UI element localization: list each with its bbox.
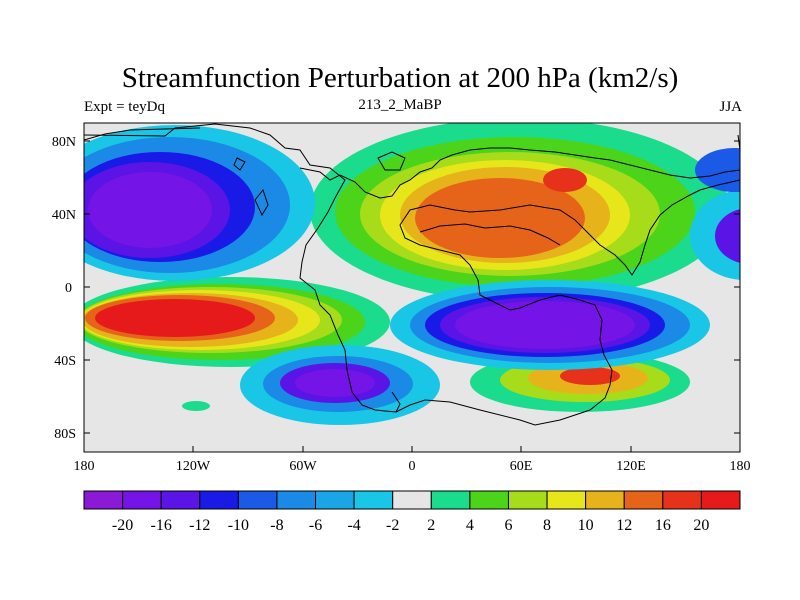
season-label: JJA	[719, 99, 742, 115]
colorbar-label: -4	[347, 517, 360, 534]
negative-anomaly-east	[690, 148, 740, 280]
lon-label-60w: 60W	[289, 459, 317, 474]
colorbar-label: -20	[112, 517, 133, 534]
colorbar-label: 16	[655, 517, 671, 534]
lat-axis	[84, 140, 740, 434]
lon-label-60e: 60E	[510, 459, 533, 474]
map-title: Streamfunction Perturbation at 200 hPa (…	[121, 62, 679, 94]
colorbar-swatch	[315, 490, 355, 510]
colorbar-swatch	[353, 490, 394, 510]
lon-label-120e: 120E	[616, 459, 646, 474]
colorbar-label: -10	[228, 517, 249, 534]
colorbar-swatch	[623, 490, 664, 510]
colorbar-swatch	[546, 490, 587, 510]
colorbar-swatch	[237, 490, 278, 510]
lat-label-40n: 40N	[52, 208, 76, 223]
colorbar-swatch	[199, 490, 239, 510]
colorbar: -20 -16 -12 -10 -8 -6 -4 -2 2 4 6 8 10 12 16 20	[83, 490, 741, 534]
map-panel	[83, 122, 741, 453]
colorbar-swatch	[276, 490, 317, 510]
lat-label-0: 0	[65, 281, 72, 296]
colorbar-label: 10	[578, 517, 594, 534]
lon-label-0: 0	[409, 459, 416, 474]
colorbar-swatch	[430, 490, 471, 510]
colorbar-swatch	[392, 490, 432, 510]
colorbar-label: 4	[466, 517, 474, 534]
lon-label-180e: 180	[730, 459, 751, 474]
colorbar-label: -16	[151, 517, 172, 534]
colorbar-label: 12	[616, 517, 632, 534]
colorbar-label: -2	[386, 517, 399, 534]
colorbar-label: 8	[543, 517, 551, 534]
colorbar-swatch	[700, 490, 741, 510]
negative-anomaly-satlantic	[240, 345, 440, 425]
experiment-label: Expt = teyDq	[84, 99, 165, 115]
lat-label-80n: 80N	[52, 135, 76, 150]
colorbar-label: -6	[309, 517, 322, 534]
run-label: 213_2_MaBP	[358, 97, 442, 113]
coastlines	[83, 123, 741, 426]
lon-axis	[83, 446, 741, 452]
colorbar-swatch	[585, 490, 625, 510]
colorbar-swatch	[83, 490, 124, 510]
colorbar-label: 6	[504, 517, 512, 534]
colorbar-swatch	[122, 490, 162, 510]
lon-label-120w: 120W	[176, 459, 211, 474]
colorbar-swatch	[507, 490, 548, 510]
positive-anomaly-pacific	[84, 277, 390, 367]
lat-label-80s: 80S	[54, 427, 76, 442]
lat-label-40s: 40S	[54, 354, 76, 369]
colorbar-label: 20	[693, 517, 709, 534]
negative-anomaly-npacific	[84, 125, 315, 281]
lon-label-180w: 180	[74, 459, 95, 474]
positive-anomaly-eurasia	[310, 123, 730, 302]
colorbar-label: -8	[270, 517, 283, 534]
colorbar-label: -12	[189, 517, 210, 534]
colorbar-swatch	[469, 490, 509, 510]
negative-anomaly-indian	[390, 280, 710, 370]
colorbar-label: 2	[427, 517, 435, 534]
colorbar-swatch	[160, 490, 201, 510]
colorbar-swatch	[662, 490, 702, 510]
